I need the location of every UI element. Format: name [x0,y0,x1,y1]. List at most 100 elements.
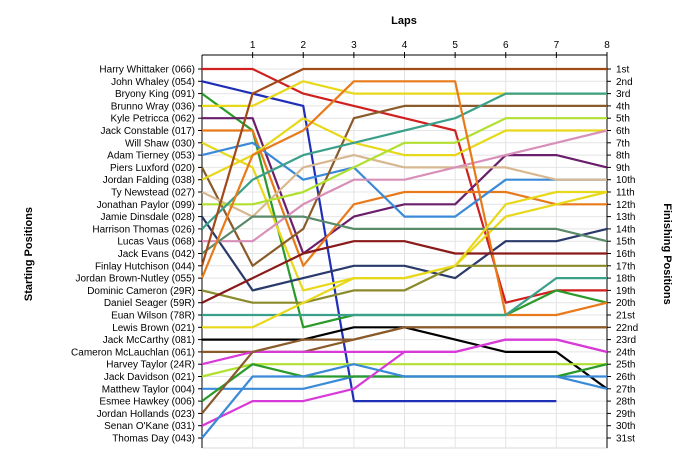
finishing-position-label: 29th [616,409,635,420]
driver-label: Jonathan Paylor (099) [97,200,195,211]
driver-label: Jordan Brown-Nutley (055) [76,274,196,285]
right-axis-title: Finishing Positions [661,203,673,304]
series-line-6 [202,129,607,267]
finishing-position-label: 12th [616,200,635,211]
series-line-21 [202,277,607,317]
driver-label: Euan Wilson (78R) [111,311,195,322]
series-line-16 [201,215,608,255]
finishing-position-label: 18th [616,274,635,285]
driver-label: Thomas Day (043) [112,434,195,445]
driver-label: Will Shaw (030) [125,138,195,149]
driver-label: Bryony King (091) [115,89,195,100]
finishing-position-label: 5th [616,114,630,125]
series-line-18 [200,80,608,317]
finishing-position-label: 24th [616,347,635,358]
finishing-position-label: 26th [616,372,635,383]
driver-label: Jack Constable (017) [101,126,196,137]
driver-label: Harvey Taylor (24R) [106,360,195,371]
series-line-22 [202,190,607,329]
driver-label: John Whaley (054) [111,77,195,88]
driver-label: Dominic Cameron (29R) [87,286,195,297]
series-line-19 [201,264,607,304]
finishing-position-label: 30th [616,421,635,432]
series-line-29 [201,326,607,415]
finishing-position-label: 9th [616,163,630,174]
finishing-position-label: 14th [616,224,635,235]
lap-tick-label: 5 [452,40,458,51]
series-line-30 [201,338,608,427]
finishing-position-label: 31st [616,434,635,445]
series-line-8 [201,141,607,218]
finishing-position-label: 21st [616,311,635,322]
finishing-position-label: 2nd [616,77,633,88]
driver-label: Daniel Seager (59R) [104,298,195,309]
driver-label: Jack McCarthy (081) [103,335,195,346]
finishing-position-label: 15th [616,237,635,248]
series-line-17 [200,67,607,267]
finishing-position-label: 11th [616,188,635,199]
driver-label: Matthew Taylor (004) [102,384,195,395]
driver-label: Senan O'Kane (031) [104,421,195,432]
series-line-14 [201,92,607,230]
lap-tick-label: 4 [402,40,408,51]
lap-ticks: 1 2 3 4 5 6 7 8 [250,40,610,58]
series-lines [200,67,608,439]
driver-label: Esmee Hawkey (006) [99,397,195,408]
finishing-position-label: 20th [616,298,635,309]
series-line-10 [201,117,607,181]
finishing-position-labels: 1st2nd3rd4th5th6th7th8th9th10th11th12th1… [607,65,638,445]
top-axis-title: Laps [391,15,417,27]
driver-label: Ty Newstead (027) [111,188,195,199]
series-line-13 [201,215,608,292]
lap-tick-label: 7 [554,40,560,51]
lap-tick-label: 6 [503,40,509,51]
finishing-position-label: 25th [616,360,635,371]
driver-label: Jack Davidson (021) [104,372,195,383]
series-line-12 [202,117,607,206]
series-line-15 [202,129,608,243]
series-line-26 [201,363,607,378]
finishing-position-label: 17th [616,261,635,272]
series-line-1 [202,67,607,304]
driver-label: Lucas Vaus (068) [117,237,195,248]
lap-tick-label: 8 [604,40,610,51]
finishing-position-label: 3rd [616,89,630,100]
finishing-position-label: 1st [616,65,630,76]
finishing-position-label: 16th [616,249,635,260]
driver-label: Finlay Hutchison (044) [95,261,195,272]
lap-tick-label: 2 [300,40,306,51]
series-line-20 [201,240,607,304]
lap-tick-label: 3 [351,40,357,51]
driver-label: Piers Luxford (020) [110,163,195,174]
driver-label: Kyle Petricca (062) [111,114,195,125]
finishing-position-label: 19th [616,286,635,297]
series-line-9 [201,104,607,267]
driver-label: Brunno Wray (036) [111,101,195,112]
finishing-position-label: 13th [616,212,635,223]
driver-label: Jack Evans (042) [118,249,195,260]
finishing-position-label: 28th [616,397,635,408]
driver-label: Lewis Brown (021) [112,323,195,334]
series-line-31 [201,363,608,439]
driver-label: Cameron McLauchlan (061) [71,347,195,358]
finishing-position-label: 6th [616,126,630,137]
finishing-position-label: 22nd [616,323,638,334]
driver-label: Jordan Falding (038) [103,175,195,186]
finishing-position-label: 8th [616,151,630,162]
left-axis-title: Starting Positions [23,207,35,301]
finishing-position-label: 27th [616,384,635,395]
series-line-2 [201,80,557,403]
finishing-position-label: 10th [616,175,635,186]
finishing-position-label: 23rd [616,335,636,346]
finishing-position-label: 4th [616,101,630,112]
lap-tick-label: 1 [250,40,256,51]
driver-label: Jamie Dinsdale (028) [101,212,196,223]
driver-label: Harrison Thomas (026) [92,224,195,235]
finishing-position-label: 7th [616,138,630,149]
driver-label: Harry Whittaker (066) [99,65,195,76]
series-line-5 [202,117,608,255]
driver-label: Jordan Hollands (023) [97,409,195,420]
driver-label: Adam Tierney (053) [107,151,195,162]
driver-labels: Harry Whittaker (066)John Whaley (054)Br… [71,65,202,445]
